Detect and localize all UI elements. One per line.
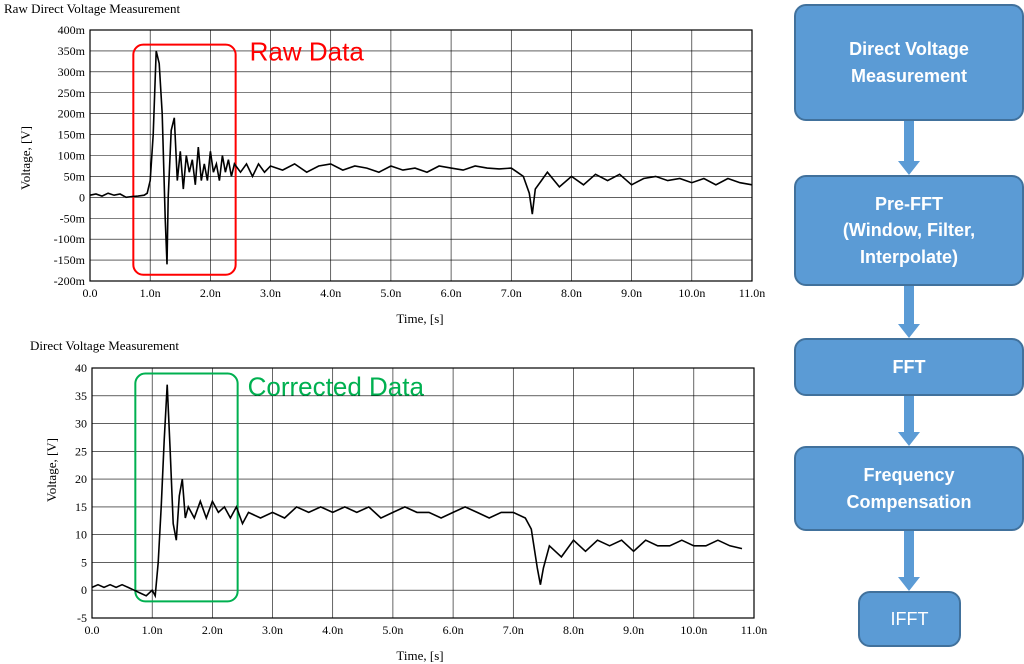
y-tick-label: 250m [58,86,86,100]
step-frequency-compensation: Frequency Compensation [794,446,1024,531]
x-tick-label: 6.0n [441,286,462,300]
arrow-down-icon [898,396,920,446]
x-tick-label: 2.0n [202,623,223,637]
x-tick-label: 3.0n [260,286,281,300]
y-tick-label: 0 [79,190,85,204]
x-tick-label: 7.0n [503,623,524,637]
x-tick-label: 10.0n [678,286,705,300]
x-tick-label: 1.0n [142,623,163,637]
y-tick-label: 25 [75,444,87,458]
raw-data-label: Raw Data [250,37,365,67]
x-axis-label: Time, [s] [396,311,443,326]
y-axis-label: Voltage, [V] [18,126,33,190]
y-tick-label: -50m [60,211,86,225]
y-tick-label: -100m [54,232,86,246]
x-tick-label: 9.0n [621,286,642,300]
voltage-series-line [91,384,743,599]
y-tick-label: -150m [54,253,86,267]
y-tick-label: 150m [58,128,86,142]
y-axis-label: Voltage, [V] [44,438,59,502]
y-tick-label: 10 [75,528,87,542]
x-tick-label: 9.0n [623,623,644,637]
raw-voltage-chart: Raw Direct Voltage Measurement -200m -150… [4,1,766,326]
corrected-voltage-chart: Direct Voltage Measurement -5 0 5 10 15 20 25 3… [30,338,768,663]
x-tick-labels: 0.0 1.0n 2.0n 3.0n 4.0n 5.0n 6.0n 7.0n 8.0n 9.0n 1… [85,623,768,637]
x-tick-label: 4.0n [320,286,341,300]
y-tick-label: 20 [75,472,87,486]
x-tick-label: 7.0n [501,286,522,300]
x-tick-label: 2.0n [200,286,221,300]
voltage-series-line [89,50,753,265]
x-tick-label: 8.0n [561,286,582,300]
grid [89,29,753,282]
arrow-down-icon [898,531,920,591]
y-tick-label: 300m [58,65,86,79]
arrow-down-icon [898,121,920,175]
x-axis-label: Time, [s] [396,648,443,663]
y-tick-label: 30 [75,417,87,431]
x-tick-label: 8.0n [563,623,584,637]
x-tick-labels: 0.0 1.0n 2.0n 3.0n 4.0n 5.0n 6.0n 7.0n 8.0n 9.0n 1… [83,286,766,300]
x-tick-label: 5.0n [380,286,401,300]
arrow-down-icon [898,286,920,338]
chart-title: Raw Direct Voltage Measurement [4,1,180,16]
y-tick-label: -200m [54,274,86,288]
y-tick-label: 50m [64,169,86,183]
grid [91,367,755,619]
y-tick-label: 100m [58,149,86,163]
raw-data-highlight-box [132,43,237,276]
x-tick-label: 0.0 [85,623,100,637]
chart-title: Direct Voltage Measurement [30,338,179,353]
y-tick-label: 350m [58,44,86,58]
plot-frame [89,29,753,282]
y-tick-label: 5 [81,555,87,569]
x-tick-label: 3.0n [262,623,283,637]
corrected-data-label: Corrected Data [248,372,425,402]
y-tick-label: 0 [81,583,87,597]
x-tick-label: 5.0n [382,623,403,637]
plot-frame [91,367,755,619]
x-tick-label: 11.0n [741,623,768,637]
x-tick-label: 0.0 [83,286,98,300]
x-tick-label: 4.0n [322,623,343,637]
y-tick-labels: -5 0 5 10 15 20 25 30 35 40 [75,361,87,625]
step-fft: FFT [794,338,1024,396]
y-tick-label: 200m [58,107,86,121]
x-tick-label: 1.0n [140,286,161,300]
x-tick-label: 10.0n [680,623,707,637]
y-tick-label: -5 [77,611,87,625]
y-tick-label: 15 [75,500,87,514]
x-tick-label: 11.0n [739,286,766,300]
x-tick-label: 6.0n [443,623,464,637]
y-tick-label: 35 [75,389,87,403]
step-direct-voltage-measurement: Direct Voltage Measurement [794,4,1024,121]
y-tick-label: 40 [75,361,87,375]
step-ifft: IFFT [858,591,961,647]
step-pre-fft: Pre-FFT (Window, Filter, Interpolate) [794,175,1024,286]
processing-flowchart: Direct Voltage Measurement Pre-FFT (Wind… [785,0,1024,664]
y-tick-label: 400m [58,23,86,37]
corrected-data-highlight-box [134,372,239,603]
y-tick-labels: -200m -150m -100m -50m 0 50m 100m 150m 200m 250m 3… [54,23,86,288]
